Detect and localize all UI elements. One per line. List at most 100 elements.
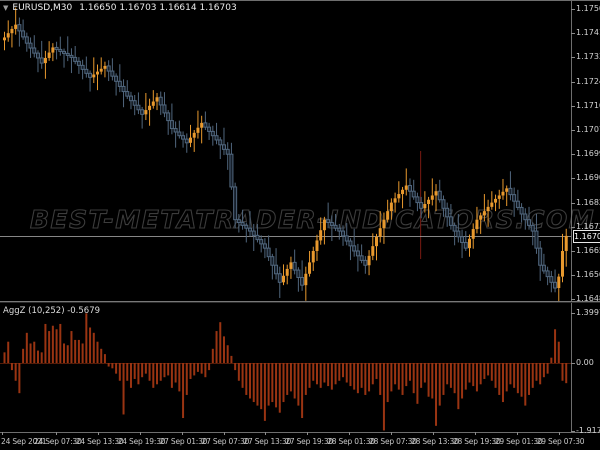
candle — [430, 195, 434, 200]
candle — [538, 247, 543, 266]
price-axis-line[interactable] — [571, 1, 572, 432]
histogram-bar — [327, 363, 330, 387]
histogram-bar — [77, 339, 80, 363]
candle — [541, 264, 546, 272]
candle — [557, 276, 561, 289]
histogram-bar — [92, 332, 95, 363]
candle — [282, 275, 285, 283]
candle — [106, 65, 111, 72]
candle — [99, 68, 103, 72]
histogram-bar — [193, 363, 196, 376]
price-axis-tick — [571, 105, 575, 107]
histogram-bar — [22, 348, 25, 363]
candle — [270, 256, 275, 266]
histogram-bar — [472, 363, 475, 387]
histogram-bar — [159, 363, 162, 381]
candle — [262, 243, 267, 249]
histogram-bar — [431, 363, 434, 399]
time-axis-tick — [391, 432, 393, 435]
histogram-bar — [308, 363, 311, 388]
time-axis-tick — [433, 432, 434, 435]
histogram-bar — [420, 363, 423, 388]
histogram-bar — [89, 327, 92, 363]
candle — [92, 74, 96, 78]
histogram-bar — [289, 363, 292, 392]
histogram-bar — [282, 363, 285, 403]
histogram-bar — [453, 363, 456, 394]
candle — [125, 91, 130, 97]
candle — [28, 42, 33, 49]
price-axis-tick — [571, 154, 575, 156]
histogram-bar — [40, 352, 43, 363]
candle — [221, 144, 226, 150]
candle — [136, 104, 141, 111]
histogram-bar — [271, 363, 274, 403]
histogram-bar — [513, 363, 516, 388]
histogram-bar — [107, 363, 110, 367]
histogram-bar — [356, 363, 359, 394]
time-axis-tick — [97, 432, 99, 435]
histogram-bar — [122, 363, 125, 415]
histogram-bar — [457, 363, 460, 410]
candle — [251, 230, 256, 236]
candle — [456, 230, 461, 238]
collapse-arrow-icon[interactable]: ▼ — [3, 4, 9, 12]
indicator-axis-tick — [571, 431, 575, 433]
candle — [523, 213, 528, 221]
candle — [184, 138, 189, 144]
time-axis[interactable] — [0, 433, 600, 450]
candle — [463, 241, 468, 249]
candle — [229, 153, 234, 188]
histogram-bar — [66, 345, 69, 363]
histogram-bar — [70, 331, 73, 363]
candle — [189, 137, 192, 143]
candle — [166, 112, 171, 122]
candle — [214, 135, 219, 141]
histogram-bar — [182, 363, 185, 419]
candle — [43, 57, 47, 64]
indicator-axis-label: 1.3997 — [576, 308, 600, 318]
candle — [497, 195, 501, 199]
candle — [326, 219, 331, 224]
histogram-bar — [115, 363, 118, 374]
candle — [407, 185, 412, 192]
current-price-box: 1.16703 — [573, 230, 600, 243]
histogram-bar — [483, 363, 486, 379]
candle — [192, 132, 196, 138]
histogram-bar — [554, 329, 557, 363]
price-axis-tick — [571, 251, 575, 252]
time-axis-tick — [265, 432, 267, 435]
candle — [530, 224, 535, 232]
candle — [225, 148, 230, 155]
candle — [32, 47, 37, 54]
histogram-bar — [29, 343, 32, 363]
histogram-bar — [416, 363, 419, 404]
candle — [427, 199, 431, 205]
histogram-bar — [137, 363, 140, 385]
histogram-bar — [234, 363, 237, 371]
window-separator[interactable] — [0, 301, 600, 302]
time-axis-label: 24 Sep 2021 — [1, 437, 47, 446]
candle — [35, 52, 40, 59]
histogram-bar — [360, 363, 363, 388]
candle — [244, 224, 249, 229]
histogram-bar — [59, 323, 62, 363]
candle — [84, 68, 89, 74]
candle — [441, 199, 446, 209]
candle — [266, 247, 271, 258]
candle — [117, 80, 122, 87]
time-axis-tick — [55, 432, 57, 435]
histogram-bar — [275, 363, 278, 408]
histogram-bar — [219, 322, 222, 363]
ohlc-values-label: 1.16650 1.16703 1.16614 1.16703 — [79, 3, 237, 13]
histogram-bar — [245, 363, 248, 395]
time-axis-label: 28 Sep 19:30 — [452, 437, 501, 446]
histogram-bar — [446, 363, 449, 385]
price-axis-label: 1.16990 — [576, 149, 600, 159]
histogram-bar — [539, 363, 542, 385]
candle — [479, 215, 483, 220]
histogram-bar — [249, 363, 252, 399]
histogram-bar — [334, 363, 337, 385]
candle — [47, 52, 51, 58]
